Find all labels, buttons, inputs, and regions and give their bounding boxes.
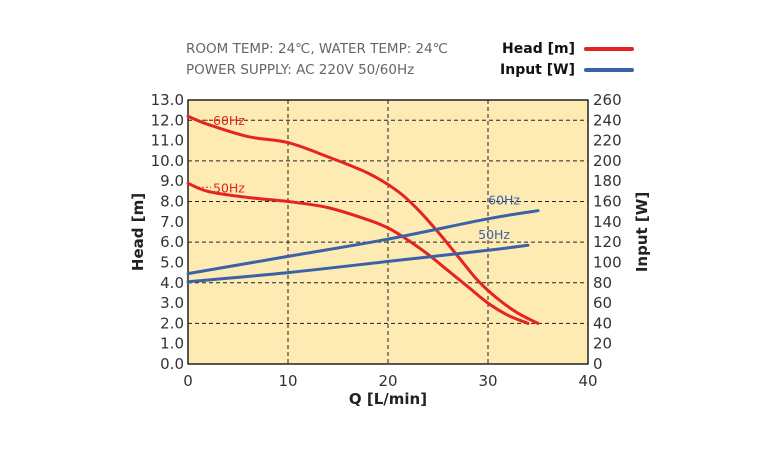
legend-label-input: Input [W] bbox=[500, 62, 575, 78]
y2-tick-label: 260 bbox=[593, 91, 622, 109]
legend-label-head: Head [m] bbox=[502, 41, 575, 57]
series-label-head-60hz: 60Hz bbox=[213, 113, 245, 128]
y2-tick-label: 220 bbox=[593, 132, 622, 150]
y-tick-label: 8.0 bbox=[160, 193, 184, 211]
plot-frame bbox=[187, 99, 589, 365]
y-tick-label: 3.0 bbox=[160, 294, 184, 312]
y-tick-label: 1.0 bbox=[160, 335, 184, 353]
x-axis-title: Q [L/min] bbox=[349, 390, 427, 408]
y2-tick-label: 120 bbox=[593, 233, 622, 251]
y2-tick-label: 0 bbox=[593, 355, 603, 373]
y2-tick-label: 160 bbox=[593, 193, 622, 211]
series-line-input-60hz bbox=[186, 209, 540, 276]
y2-tick-label: 20 bbox=[593, 335, 612, 353]
series-line-head-60hz bbox=[186, 114, 540, 325]
series-line-input-50hz bbox=[186, 243, 530, 284]
y-tick-label: 12.0 bbox=[151, 111, 184, 129]
series-layer bbox=[186, 114, 540, 325]
y-tick-label: 4.0 bbox=[160, 274, 184, 292]
y2-tick-label: 100 bbox=[593, 253, 622, 271]
condition-power-supply: POWER SUPPLY: AC 220V 50/60Hz bbox=[186, 62, 414, 78]
legend: Head [m] Input [W] bbox=[500, 41, 634, 78]
x-tick-label: 0 bbox=[183, 372, 193, 390]
x-tick-label: 20 bbox=[378, 372, 397, 390]
x-tick-label: 10 bbox=[278, 372, 297, 390]
y-tick-label: 9.0 bbox=[160, 172, 184, 190]
condition-room-temp: ROOM TEMP: 24℃, WATER TEMP: 24℃ bbox=[186, 41, 448, 57]
y-tick-label: 0.0 bbox=[160, 355, 184, 373]
x-tick-label: 30 bbox=[478, 372, 497, 390]
series-label-input-60hz: 60Hz bbox=[488, 193, 520, 208]
y-tick-label: 6.0 bbox=[160, 233, 184, 251]
y-tick-label: 10.0 bbox=[151, 152, 184, 170]
x-tick-label: 40 bbox=[578, 372, 597, 390]
series-label-input-50hz: 50Hz bbox=[478, 227, 510, 242]
y-tick-label: 7.0 bbox=[160, 213, 184, 231]
y-tick-label: 5.0 bbox=[160, 253, 184, 271]
series-label-head-50hz: 50Hz bbox=[213, 180, 245, 195]
tick-labels: 0 10 20 30 40 0.0 1.0 2.0 3.0 4.0 5.0 6.0 7.0 8.0 9.0 1… bbox=[151, 91, 622, 390]
y-tick-label: 11.0 bbox=[151, 132, 184, 150]
y-axis-title: Head [m] bbox=[129, 193, 147, 271]
series-line-head-50hz bbox=[186, 181, 530, 325]
y2-tick-label: 40 bbox=[593, 314, 612, 332]
y2-tick-label: 240 bbox=[593, 111, 622, 129]
y-tick-label: 2.0 bbox=[160, 314, 184, 332]
y2-tick-label: 140 bbox=[593, 213, 622, 231]
y-tick-label: 13.0 bbox=[151, 91, 184, 109]
y2-tick-label: 60 bbox=[593, 294, 612, 312]
y2-tick-label: 80 bbox=[593, 274, 612, 292]
series-annotations: 60Hz 50Hz 60Hz 50Hz bbox=[194, 113, 520, 242]
y2-tick-label: 180 bbox=[593, 172, 622, 190]
y2-axis-title: Input [W] bbox=[633, 192, 651, 272]
y2-tick-label: 200 bbox=[593, 152, 622, 170]
